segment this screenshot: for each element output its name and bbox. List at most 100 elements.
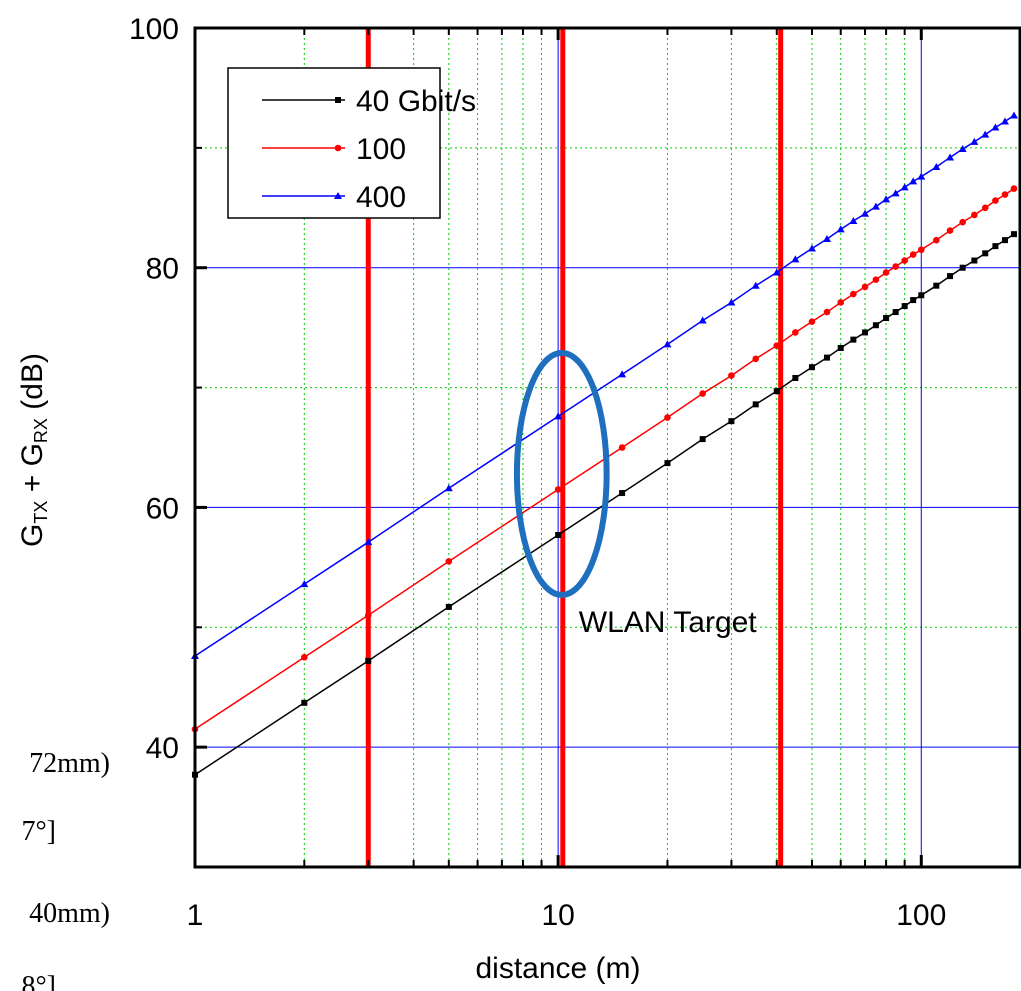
marker: [917, 246, 925, 254]
marker: [837, 299, 845, 306]
marker: [823, 308, 831, 316]
marker: [909, 177, 918, 185]
marker: [1010, 185, 1018, 192]
marker: [872, 322, 879, 329]
marker: [971, 257, 978, 264]
marker: [773, 388, 780, 395]
marker: [445, 558, 453, 565]
clipped-text: 40mm): [29, 898, 110, 929]
marker: [992, 197, 999, 204]
marker: [992, 243, 999, 250]
marker: [861, 283, 869, 291]
marker: [301, 699, 308, 706]
marker: [792, 329, 799, 336]
marker: [1010, 231, 1017, 238]
marker: [991, 123, 1000, 131]
marker: [364, 612, 372, 619]
marker: [892, 263, 899, 270]
marker: [792, 374, 799, 381]
marker: [981, 130, 990, 138]
marker: [909, 251, 917, 258]
y-axis-label-part: (dB): [16, 353, 49, 418]
marker: [917, 172, 926, 180]
marker: [728, 418, 735, 425]
marker: [1001, 191, 1009, 198]
legend-box: [227, 67, 441, 219]
legend-label: 40 Gbit/s: [356, 85, 476, 118]
marker: [663, 340, 672, 348]
marker: [618, 370, 627, 378]
marker: [727, 298, 736, 306]
marker: [850, 336, 857, 343]
marker: [823, 354, 830, 361]
marker: [334, 192, 342, 199]
marker: [836, 225, 845, 233]
marker: [301, 653, 308, 661]
marker: [619, 490, 626, 497]
marker: [946, 227, 954, 234]
marker: [862, 329, 869, 336]
marker: [932, 163, 941, 171]
marker: [664, 460, 671, 467]
marker: [958, 145, 967, 153]
y-tick-label: 40: [146, 732, 179, 765]
marker: [871, 202, 880, 210]
plot-frame: [193, 26, 1021, 869]
marker: [933, 236, 940, 244]
marker: [751, 281, 760, 289]
marker: [882, 269, 890, 276]
y-axis-label-part: G: [16, 524, 49, 547]
marker: [910, 297, 917, 304]
marker: [981, 204, 989, 212]
y-axis-label-part: RX: [31, 418, 51, 443]
marker: [892, 309, 899, 316]
x-axis-label: distance (m): [475, 952, 640, 985]
marker: [1000, 117, 1009, 125]
marker: [850, 290, 857, 298]
marker: [772, 268, 781, 276]
marker: [555, 531, 562, 538]
marker: [970, 137, 979, 145]
marker: [959, 218, 966, 226]
marker: [554, 412, 563, 420]
x-tick-label: 1: [187, 899, 204, 932]
marker: [837, 345, 844, 352]
marker: [365, 657, 372, 664]
marker: [900, 183, 909, 191]
legend-label: 400: [356, 181, 406, 214]
marker: [791, 255, 800, 263]
clipped-text: 8°]: [21, 971, 56, 991]
marker: [822, 234, 831, 242]
y-tick-label: 80: [146, 253, 179, 286]
marker: [946, 153, 955, 161]
marker: [901, 303, 908, 310]
y-axis-label-part: TX: [31, 501, 51, 524]
marker: [334, 144, 342, 152]
clipped-text: 7°]: [21, 816, 56, 847]
marker: [883, 315, 890, 322]
marker: [554, 486, 562, 493]
y-tick-label: 100: [129, 13, 179, 46]
annotation-ellipse: [513, 349, 610, 598]
marker: [664, 414, 671, 421]
marker: [947, 273, 954, 280]
y-tick-label: 60: [146, 492, 179, 525]
marker: [959, 264, 966, 271]
y-axis-label: GTX + GRX (dB): [16, 353, 51, 547]
marker: [861, 209, 870, 217]
marker: [699, 390, 706, 397]
x-tick-label: 100: [896, 899, 946, 932]
marker: [891, 189, 900, 197]
marker: [808, 364, 815, 371]
legend-label: 100: [356, 133, 406, 166]
marker: [364, 538, 373, 546]
marker: [699, 436, 706, 443]
marker: [698, 316, 707, 324]
marker: [445, 603, 452, 610]
marker: [882, 195, 891, 203]
marker: [849, 216, 858, 224]
marker: [335, 97, 341, 103]
x-tick-label: 10: [541, 899, 574, 932]
